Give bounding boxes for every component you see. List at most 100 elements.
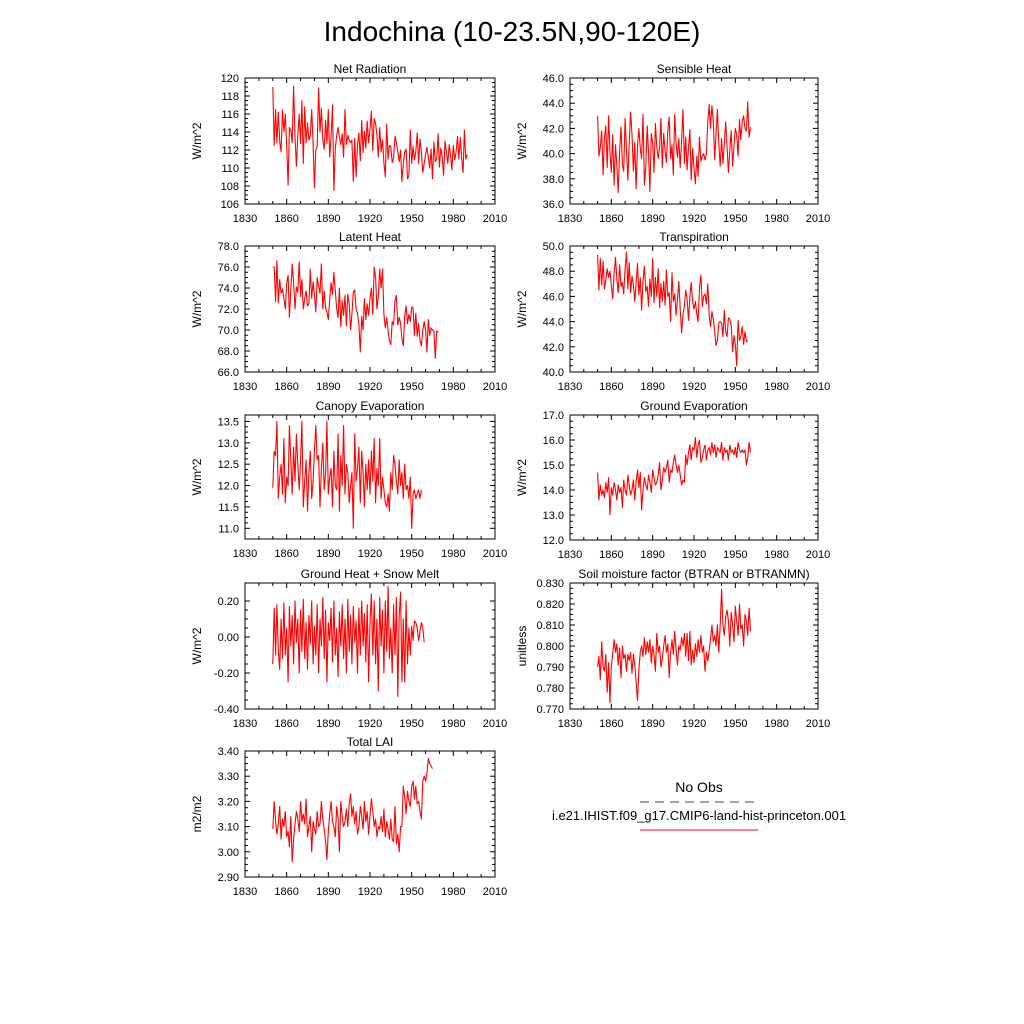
y-tick-label: 3.10 xyxy=(218,822,239,834)
series-line xyxy=(272,420,422,529)
y-tick-label: 44.0 xyxy=(543,98,564,110)
y-axis-label: W/m^2 xyxy=(190,627,204,664)
x-tick-label: 1920 xyxy=(358,548,382,560)
y-tick-label: 120 xyxy=(221,73,239,85)
page-title: Indochina (10-23.5N,90-120E) xyxy=(324,16,701,47)
x-tick-label: 1950 xyxy=(399,213,423,225)
panels: Net Radiation W/m^2 1830 1860 1890 1920 1950 19… xyxy=(190,62,830,898)
x-tick-label: 1860 xyxy=(274,381,298,393)
series-line xyxy=(597,251,749,367)
y-tick-label: 15.0 xyxy=(543,460,564,472)
x-tick-label: 1830 xyxy=(233,213,257,225)
x-tick-label: 1920 xyxy=(682,381,706,393)
panel-title: Latent Heat xyxy=(339,230,402,244)
y-tick-label: 11.0 xyxy=(218,523,239,535)
y-tick-label: 16.0 xyxy=(543,435,564,447)
x-tick-label: 1920 xyxy=(682,718,706,730)
x-tick-label: 1950 xyxy=(399,718,423,730)
series-line xyxy=(597,101,752,194)
x-tick-label: 1890 xyxy=(316,886,340,898)
y-tick-label: 116 xyxy=(221,109,239,121)
y-tick-label: 40.0 xyxy=(543,149,564,161)
x-tick-label: 1950 xyxy=(399,381,423,393)
y-tick-label: 42.0 xyxy=(543,123,564,135)
x-tick-label: 1980 xyxy=(764,381,788,393)
x-tick-label: 1980 xyxy=(441,548,465,560)
x-tick-label: 1890 xyxy=(640,381,664,393)
x-tick-label: 1920 xyxy=(682,549,706,561)
y-tick-label: 0.20 xyxy=(218,596,239,608)
y-tick-label: 106 xyxy=(221,199,239,211)
panel-7: Ground Heat + Snow Melt W/m^2 1830 1860 1890… xyxy=(190,567,507,730)
x-tick-label: 1860 xyxy=(274,213,298,225)
y-tick-label: 112 xyxy=(221,145,239,157)
x-tick-label: 1860 xyxy=(599,549,623,561)
x-tick-label: 1920 xyxy=(358,381,382,393)
x-tick-label: 1920 xyxy=(682,213,706,225)
x-tick-label: 2010 xyxy=(483,718,507,730)
y-tick-label: 0.820 xyxy=(536,599,564,611)
y-tick-label: 12.5 xyxy=(218,459,239,471)
panel-title: Ground Evaporation xyxy=(640,399,747,413)
y-tick-label: -0.40 xyxy=(214,704,239,716)
x-tick-label: 1980 xyxy=(764,213,788,225)
x-tick-label: 1890 xyxy=(316,381,340,393)
panel-9: Total LAI m2/m2 1830 1860 1890 1920 1950 1980 20… xyxy=(190,735,507,898)
x-tick-label: 1830 xyxy=(233,718,257,730)
panel-2: Sensible Heat W/m^2 1830 1860 1890 1920 1950 19… xyxy=(515,62,830,225)
x-tick-label: 1920 xyxy=(358,213,382,225)
x-tick-label: 1830 xyxy=(233,886,257,898)
y-tick-label: 72.0 xyxy=(218,304,239,316)
y-axis-label: m2/m2 xyxy=(190,795,204,832)
y-tick-label: 70.0 xyxy=(218,325,239,337)
y-axis-label: unitless xyxy=(515,626,529,667)
x-tick-label: 1920 xyxy=(358,886,382,898)
x-tick-label: 1860 xyxy=(274,718,298,730)
panel-title: Ground Heat + Snow Melt xyxy=(301,567,440,581)
panel-title: Soil moisture factor (BTRAN or BTRANMN) xyxy=(578,567,809,581)
x-tick-label: 2010 xyxy=(483,381,507,393)
y-tick-label: 12.0 xyxy=(543,535,564,547)
y-tick-label: 66.0 xyxy=(218,367,239,379)
y-tick-label: 78.0 xyxy=(218,241,239,253)
y-tick-label: 13.5 xyxy=(218,416,239,428)
x-tick-label: 2010 xyxy=(806,381,830,393)
y-tick-label: 13.0 xyxy=(218,438,239,450)
y-tick-label: 0.770 xyxy=(536,704,564,716)
y-tick-label: 38.0 xyxy=(543,174,564,186)
y-axis-label: W/m^2 xyxy=(515,290,529,327)
panel-title: Net Radiation xyxy=(334,62,407,76)
x-tick-label: 1980 xyxy=(441,381,465,393)
y-axis-label: W/m^2 xyxy=(515,459,529,496)
x-tick-label: 2010 xyxy=(806,549,830,561)
x-tick-label: 1980 xyxy=(764,718,788,730)
x-tick-label: 1890 xyxy=(640,213,664,225)
y-axis-label: W/m^2 xyxy=(515,122,529,159)
x-tick-label: 1890 xyxy=(640,549,664,561)
y-tick-label: 0.790 xyxy=(536,662,564,674)
x-tick-label: 1830 xyxy=(558,213,582,225)
plot-frame xyxy=(569,414,819,541)
y-axis-label: W/m^2 xyxy=(190,290,204,327)
x-tick-label: 2010 xyxy=(483,886,507,898)
x-tick-label: 1860 xyxy=(599,718,623,730)
y-tick-label: 46.0 xyxy=(543,73,564,85)
x-tick-label: 1830 xyxy=(233,381,257,393)
y-tick-label: 14.0 xyxy=(543,485,564,497)
y-tick-label: 0.800 xyxy=(536,641,564,653)
x-tick-label: 1980 xyxy=(441,886,465,898)
y-tick-label: 40.0 xyxy=(543,367,564,379)
y-tick-label: 17.0 xyxy=(543,410,564,422)
y-tick-label: 0.00 xyxy=(218,632,239,644)
series-line xyxy=(272,586,425,697)
y-tick-label: 3.40 xyxy=(218,746,239,758)
x-tick-label: 1830 xyxy=(233,548,257,560)
series-line xyxy=(272,758,433,863)
y-tick-label: 48.0 xyxy=(543,266,564,278)
x-tick-label: 1890 xyxy=(640,718,664,730)
x-tick-label: 1950 xyxy=(723,718,747,730)
panel-title: Total LAI xyxy=(347,735,394,749)
y-tick-label: 3.00 xyxy=(218,847,239,859)
x-tick-label: 1920 xyxy=(358,718,382,730)
x-tick-label: 1890 xyxy=(316,718,340,730)
